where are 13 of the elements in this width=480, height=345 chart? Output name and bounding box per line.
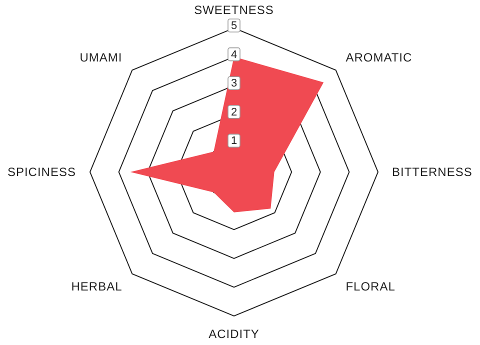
y-tick-label: 5 [230,20,238,32]
y-tick-label: 4 [230,48,238,61]
spoke-label: SPICINESS [7,165,76,179]
spoke-label: HERBAL [71,280,122,294]
spoke-label: AROMATIC [346,50,412,64]
spoke-label: UMAMI [80,50,122,64]
y-tick-label: 3 [230,78,238,90]
spoke-label: ACIDITY [208,327,260,341]
y-tick-label: 1 [230,135,238,148]
spoke-label: FLORAL [346,280,396,294]
y-tick-label: 2 [230,106,238,118]
spoke-label: SWEETNESS [194,3,274,17]
spoke-label: BITTERNESS [392,165,472,179]
